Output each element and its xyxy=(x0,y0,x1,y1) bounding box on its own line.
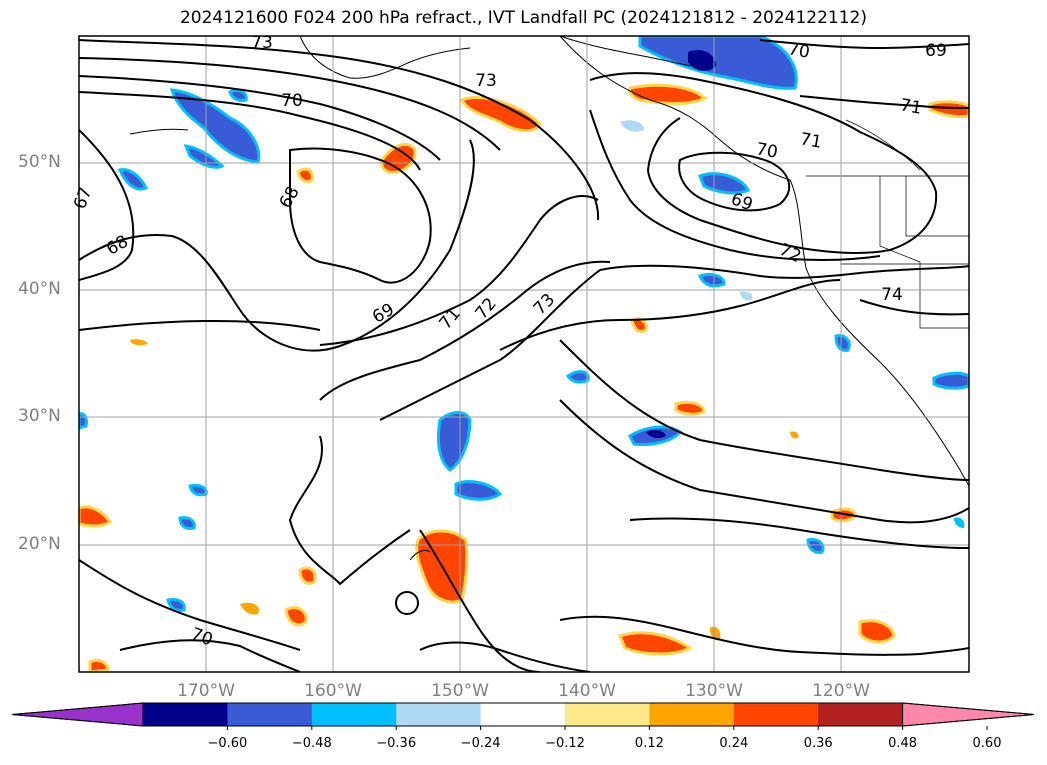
colorbar-segment xyxy=(143,703,228,726)
lat-label-20n: 20°N xyxy=(18,534,61,554)
colorbar-segment xyxy=(649,703,735,726)
lat-label-30n: 30°N xyxy=(18,406,61,426)
colorbar-tick-label: 0.48 xyxy=(888,736,918,751)
colorbar-tick-label: −0.24 xyxy=(460,736,501,751)
contour-label: 69 xyxy=(925,41,947,61)
colorbar-segment xyxy=(565,703,650,726)
colorbar-tick-label: 0.36 xyxy=(803,736,833,751)
colorbar-extend-low xyxy=(11,702,144,727)
colorbar-extend-high xyxy=(902,702,1035,727)
colorbar-tick-label: −0.36 xyxy=(376,736,417,751)
map-title: 2024121600 F024 200 hPa refract., IVT La… xyxy=(179,8,867,28)
colorbar-segment xyxy=(227,703,313,726)
contour-label: 74 xyxy=(881,285,903,305)
colorbar-tick-label: 0.12 xyxy=(634,736,664,751)
lat-label-40n: 40°N xyxy=(18,279,61,299)
colorbar-tick-label: −0.60 xyxy=(207,736,248,751)
refractivity-contours xyxy=(79,39,969,672)
colorbar-tick-label: −0.12 xyxy=(545,736,585,751)
colorbar-segment xyxy=(733,703,819,726)
lon-label-120w: 120°W xyxy=(812,681,870,701)
colorbar-segment xyxy=(480,703,566,726)
contour-label: 73 xyxy=(251,33,273,53)
contour-label: 73 xyxy=(475,71,497,91)
contour-label: 70 xyxy=(281,91,303,111)
colorbar-tick-label: 0.24 xyxy=(719,736,749,751)
lon-label-160w: 160°W xyxy=(304,681,362,701)
lon-label-140w: 140°W xyxy=(558,681,616,701)
colorbar-segment xyxy=(818,703,904,726)
colorbar-segment xyxy=(311,703,397,726)
contour-label: 70 xyxy=(754,139,779,162)
lon-label-170w: 170°W xyxy=(177,681,235,701)
contour-label: 70 xyxy=(786,39,811,62)
colorbar-segments xyxy=(11,702,1035,730)
positive-anomaly-patches xyxy=(79,83,969,672)
graticule xyxy=(79,36,969,672)
contour-label: 71 xyxy=(798,129,823,152)
coastlines xyxy=(129,36,969,561)
lon-label-150w: 150°W xyxy=(431,681,489,701)
colorbar-segment xyxy=(396,703,482,726)
negative-anomaly-patches xyxy=(79,36,969,612)
map-frame xyxy=(78,35,970,673)
map-panel: 73 70 73 68 67 68 69 71 72 73 70 71 71 7… xyxy=(70,33,970,673)
political-borders xyxy=(806,119,969,329)
lon-label-130w: 130°W xyxy=(685,681,743,701)
colorbar-tick-label: −0.48 xyxy=(291,736,332,751)
lat-label-50n: 50°N xyxy=(18,152,61,172)
contour-label: 71 xyxy=(898,95,923,118)
colorbar-outline xyxy=(11,702,1035,727)
colorbar-tick-label: 0.60 xyxy=(972,736,1002,751)
